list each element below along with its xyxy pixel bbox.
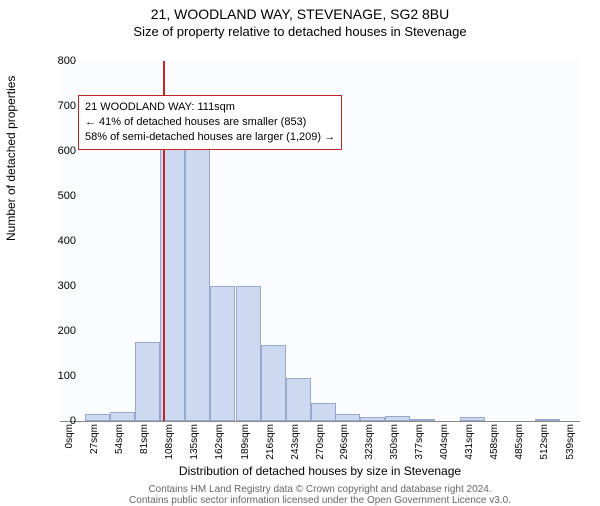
- histogram-bar: [335, 414, 360, 421]
- x-tick: 485sqm: [514, 424, 525, 460]
- x-tick: 0sqm: [64, 424, 75, 448]
- y-tick: 800: [36, 55, 76, 67]
- histogram-bar: [210, 286, 235, 421]
- histogram-bar: [85, 414, 110, 421]
- footer-line-2: Contains public sector information licen…: [129, 495, 511, 506]
- y-tick: 400: [36, 235, 76, 247]
- x-tick: 162sqm: [214, 424, 225, 460]
- x-tick: 216sqm: [265, 424, 276, 460]
- x-tick: 512sqm: [539, 424, 550, 460]
- annotation-line-3: 58% of semi-detached houses are larger (…: [85, 130, 335, 145]
- y-tick: 500: [36, 190, 76, 202]
- x-tick: 189sqm: [240, 424, 251, 460]
- x-tick: 539sqm: [565, 424, 576, 460]
- histogram-bar: [135, 342, 160, 421]
- footer-line-1: Contains HM Land Registry data © Crown c…: [148, 484, 491, 495]
- histogram-bar: [236, 286, 261, 421]
- x-tick: 323sqm: [364, 424, 375, 460]
- chart-subtitle: Size of property relative to detached ho…: [0, 24, 600, 39]
- histogram-bar: [311, 403, 336, 421]
- y-tick: 700: [36, 100, 76, 112]
- y-axis-label: Number of detached properties: [4, 76, 18, 241]
- histogram-bar: [110, 412, 135, 421]
- x-axis-line: [60, 421, 580, 422]
- annotation-line-2: ← 41% of detached houses are smaller (85…: [85, 115, 335, 130]
- histogram-bar: [286, 378, 311, 421]
- x-tick: 296sqm: [339, 424, 350, 460]
- y-tick: 300: [36, 280, 76, 292]
- chart-title: 21, WOODLAND WAY, STEVENAGE, SG2 8BU: [0, 6, 600, 22]
- x-tick: 243sqm: [290, 424, 301, 460]
- x-axis-label: Distribution of detached houses by size …: [60, 464, 580, 478]
- annotation-line-1: 21 WOODLAND WAY: 111sqm: [85, 100, 335, 115]
- x-tick: 108sqm: [164, 424, 175, 460]
- y-tick: 100: [36, 370, 76, 382]
- x-tick: 270sqm: [315, 424, 326, 460]
- x-tick: 458sqm: [489, 424, 500, 460]
- footer-text: Contains HM Land Registry data © Crown c…: [60, 484, 580, 506]
- x-tick: 377sqm: [414, 424, 425, 460]
- y-tick: 600: [36, 145, 76, 157]
- x-tick: 431sqm: [464, 424, 475, 460]
- histogram-bar: [185, 120, 210, 422]
- annotation-box: 21 WOODLAND WAY: 111sqm ← 41% of detache…: [78, 95, 342, 150]
- y-tick: 200: [36, 325, 76, 337]
- x-tick: 404sqm: [439, 424, 450, 460]
- x-tick: 27sqm: [89, 424, 100, 454]
- x-tick: 350sqm: [389, 424, 400, 460]
- histogram-bar: [261, 345, 286, 422]
- x-tick: 81sqm: [139, 424, 150, 454]
- x-tick: 135sqm: [189, 424, 200, 460]
- x-tick: 54sqm: [114, 424, 125, 454]
